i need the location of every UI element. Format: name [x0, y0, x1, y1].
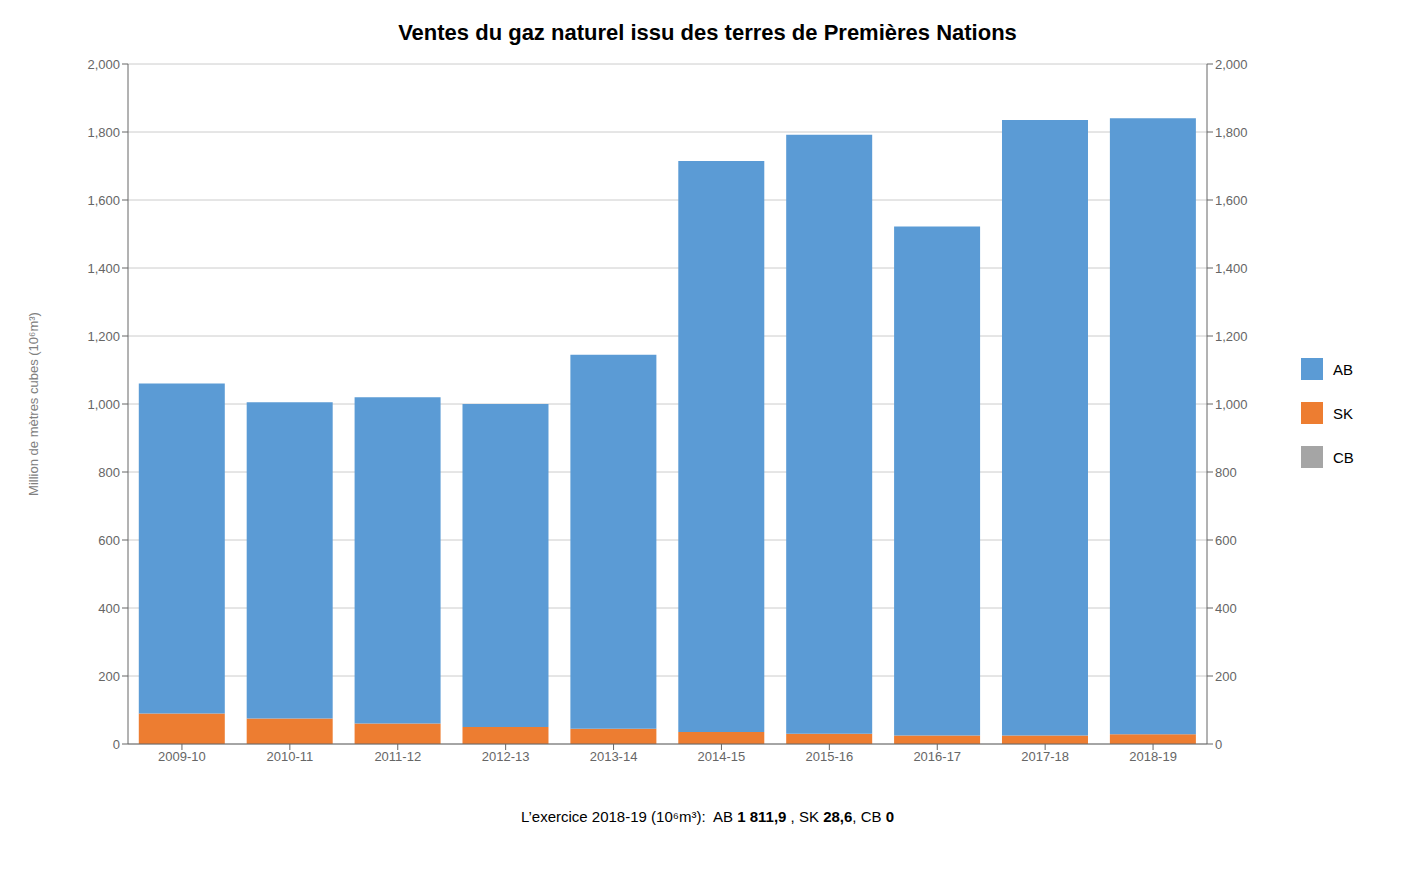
svg-text:2,000: 2,000 [87, 57, 120, 72]
svg-text:Million de mètres cubes (10⁶m³: Million de mètres cubes (10⁶m³) [26, 312, 41, 496]
svg-text:800: 800 [1215, 465, 1237, 480]
svg-text:2017-18: 2017-18 [1021, 749, 1069, 764]
html-text:SK: SK [1333, 404, 1353, 422]
svg-text:200: 200 [1215, 669, 1237, 684]
svg-text:1,200: 1,200 [1215, 329, 1248, 344]
svg-text:1,600: 1,600 [1215, 193, 1248, 208]
html-text:AB: AB [1333, 360, 1353, 378]
html-text:CB: CB [1333, 448, 1354, 466]
svg-text:1,800: 1,800 [1215, 125, 1248, 140]
svg-text:600: 600 [1215, 533, 1237, 548]
svg-text:2015-16: 2015-16 [805, 749, 853, 764]
svg-text:2,000: 2,000 [1215, 57, 1248, 72]
svg-text:1,000: 1,000 [1215, 397, 1248, 412]
svg-text:800: 800 [98, 465, 120, 480]
svg-text:1,400: 1,400 [1215, 261, 1248, 276]
svg-text:1,600: 1,600 [87, 193, 120, 208]
svg-text:2013-14: 2013-14 [590, 749, 638, 764]
svg-text:2010-11: 2010-11 [266, 749, 313, 764]
svg-text:400: 400 [1215, 601, 1237, 616]
html-text:L’exercice 2018-19 (10⁶m³): AB: L’exercice 2018-19 (10⁶m³): AB 1 811,9, … [521, 808, 894, 825]
svg-text:2016-17: 2016-17 [913, 749, 961, 764]
svg-text:1,200: 1,200 [87, 329, 120, 344]
svg-text:0: 0 [1215, 737, 1222, 752]
svg-text:1,800: 1,800 [87, 125, 120, 140]
svg-text:200: 200 [98, 669, 120, 684]
svg-text:400: 400 [98, 601, 120, 616]
svg-text:2009-10: 2009-10 [158, 749, 206, 764]
svg-text:1,400: 1,400 [87, 261, 120, 276]
svg-text:2012-13: 2012-13 [482, 749, 530, 764]
svg-text:1,000: 1,000 [87, 397, 120, 412]
svg-text:2011-12: 2011-12 [374, 749, 421, 764]
svg-text:600: 600 [98, 533, 120, 548]
svg-text:2018-19: 2018-19 [1129, 749, 1177, 764]
svg-text:0: 0 [113, 737, 120, 752]
html-text:Ventes du gaz naturel issu des: Ventes du gaz naturel issu des terres de… [398, 20, 1017, 45]
svg-text:2014-15: 2014-15 [698, 749, 746, 764]
